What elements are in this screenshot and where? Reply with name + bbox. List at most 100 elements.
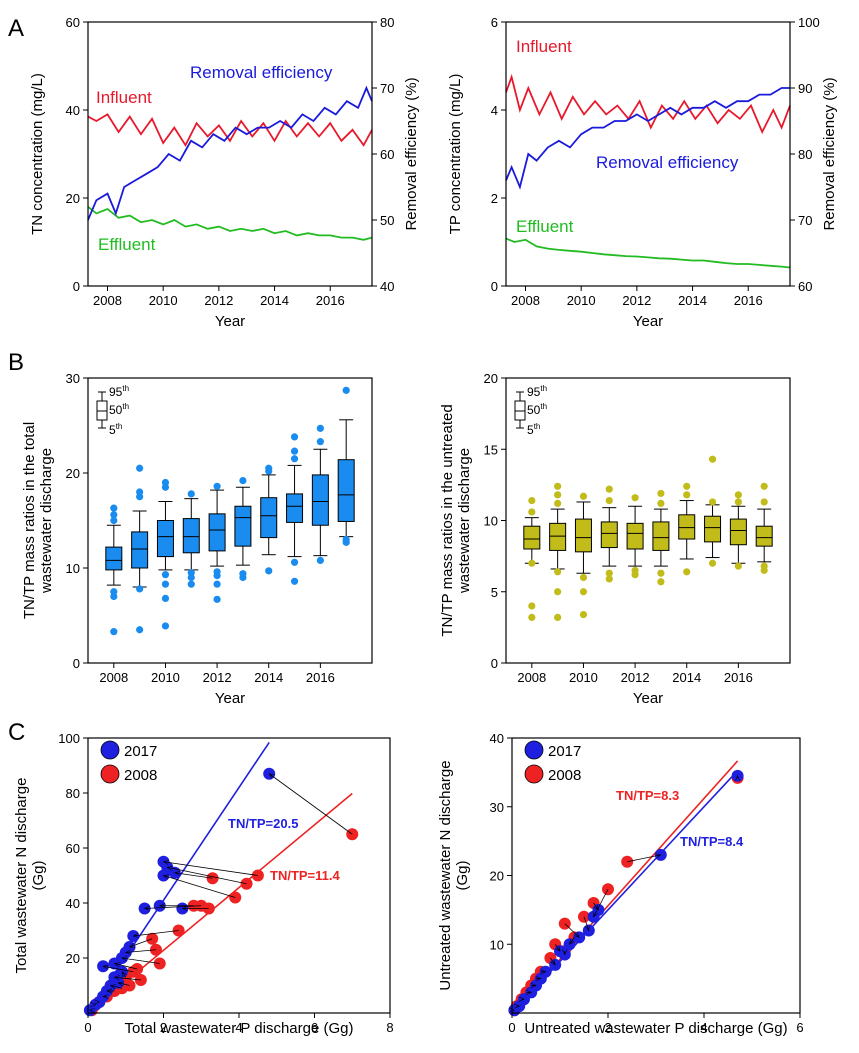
change-arrow xyxy=(145,905,202,909)
y2-tick-label: 90 xyxy=(798,81,812,96)
outlier-point xyxy=(265,567,273,575)
box-body xyxy=(626,522,644,550)
legend-percentile-label: 95th xyxy=(527,384,547,399)
box-body xyxy=(678,514,696,540)
box-body xyxy=(574,518,592,553)
x-tick-label: 2008 xyxy=(93,293,122,308)
outlier-point xyxy=(239,477,247,485)
panel-label-a: A xyxy=(8,15,24,42)
outlier-point xyxy=(213,568,221,576)
outlier-point xyxy=(760,562,768,570)
chart-tn-tp-untreated-boxplot: 2008 2010 2012 2014 2016 0 5 10 15 20 Year TN/TP ma… xyxy=(439,371,791,707)
box-2009 xyxy=(131,464,149,634)
outlier-point xyxy=(734,498,742,506)
y-tick-label: 10 xyxy=(66,561,80,576)
x-tick-label: 2014 xyxy=(260,293,289,308)
change-arrow xyxy=(130,938,153,947)
box-2016 xyxy=(729,491,747,570)
box-2009 xyxy=(549,482,567,622)
x-tick-label: 2 xyxy=(604,1020,611,1035)
y-tick-label: 20 xyxy=(66,951,80,966)
series-label-effluent: Effluent xyxy=(516,217,574,236)
y2-tick-label: 80 xyxy=(380,15,394,30)
y-tick-label: 0 xyxy=(73,656,80,671)
change-arrow xyxy=(570,937,575,944)
outlier-point xyxy=(110,628,118,636)
y-axis-label-line: Untreated wastewater N discharge xyxy=(437,760,454,990)
legend-percentile-suffix: th xyxy=(116,422,123,431)
y-axis-label: TP concentration (mg/L) xyxy=(447,74,464,235)
change-arrow xyxy=(164,862,258,876)
box-body xyxy=(234,505,252,547)
legend-marker-2008 xyxy=(100,764,120,784)
x-tick-label: 2008 xyxy=(517,670,546,685)
outlier-point xyxy=(528,559,536,567)
outlier-point xyxy=(187,569,195,577)
legend-percentile-suffix: th xyxy=(122,384,129,393)
outlier-point xyxy=(136,585,144,593)
box-body xyxy=(652,521,670,551)
legend-percentile-label: 50th xyxy=(527,402,547,417)
change-arrow xyxy=(583,916,589,931)
y-tick-label: 20 xyxy=(490,869,504,884)
y2-axis-label-line: Removal efficiency (%) xyxy=(821,77,838,230)
series-line-influent xyxy=(505,73,791,135)
y2-tick-label: 60 xyxy=(380,147,394,162)
outlier-point xyxy=(708,455,717,463)
change-arrow xyxy=(627,855,661,863)
legend-label-2008: 2008 xyxy=(124,767,157,784)
box-2015 xyxy=(704,455,722,567)
outlier-point xyxy=(110,511,118,519)
change-arrow xyxy=(111,986,123,989)
outlier-point xyxy=(683,568,691,576)
x-tick-label: 2016 xyxy=(734,293,763,308)
series-label-influent: Influent xyxy=(516,37,572,56)
y2-tick-label: 60 xyxy=(798,279,812,294)
x-tick-label: 2012 xyxy=(621,670,650,685)
outlier-point xyxy=(554,588,562,596)
legend-percentile-value: 50 xyxy=(109,403,123,417)
outlier-point xyxy=(110,516,118,525)
x-axis-label: Total wastewater P discharge (Gg) xyxy=(125,1020,354,1037)
outlier-point xyxy=(554,568,562,576)
change-arrow xyxy=(133,930,179,937)
legend-label-2008: 2008 xyxy=(548,767,581,784)
box-body xyxy=(182,518,200,554)
outlier-point xyxy=(657,569,665,577)
panel-label-b: B xyxy=(8,349,24,376)
legend-percentile-label: 5th xyxy=(109,422,122,437)
y2-tick-label: 70 xyxy=(380,81,394,96)
x-tick-label: 8 xyxy=(386,1020,393,1035)
x-tick-label: 2010 xyxy=(149,293,178,308)
outlier-point xyxy=(760,482,768,490)
box-body xyxy=(156,520,174,558)
box-2011 xyxy=(600,485,618,583)
y-axis-label: TN/TP mass ratios in the untreatedwastew… xyxy=(439,404,473,636)
series-label-influent: Influent xyxy=(96,88,152,107)
change-arrow xyxy=(122,958,160,964)
outlier-point xyxy=(290,558,299,566)
box-2011 xyxy=(182,490,200,588)
y-axis-label-line: (Gg) xyxy=(454,860,471,890)
y-tick-label: 2 xyxy=(491,191,498,206)
panel-label-c: C xyxy=(8,719,25,746)
change-arrow xyxy=(593,902,599,910)
outlier-point xyxy=(657,489,665,498)
change-arrow xyxy=(167,867,247,885)
y2-tick-label: 50 xyxy=(380,213,394,228)
y2-tick-label: 70 xyxy=(798,213,812,228)
x-axis-label: Year xyxy=(215,313,245,330)
y-tick-label: 60 xyxy=(66,15,80,30)
y-tick-label: 15 xyxy=(484,442,498,457)
box-body xyxy=(260,497,278,539)
y-tick-label: 4 xyxy=(491,103,498,118)
outlier-point xyxy=(579,573,588,582)
outlier-point xyxy=(528,613,536,622)
x-tick-label: 2014 xyxy=(678,293,707,308)
outlier-point xyxy=(528,496,536,505)
chart-tn-tp-total-boxplot: 2008 2010 2012 2014 2016 0 10 20 30 Year TN/TP mas… xyxy=(21,371,373,707)
legend-percentile-value: 5 xyxy=(109,423,116,437)
legend-percentile-suffix: th xyxy=(122,402,129,411)
y-axis-label-line: wastewater discharge xyxy=(456,448,473,594)
y-tick-label: 40 xyxy=(490,731,504,746)
